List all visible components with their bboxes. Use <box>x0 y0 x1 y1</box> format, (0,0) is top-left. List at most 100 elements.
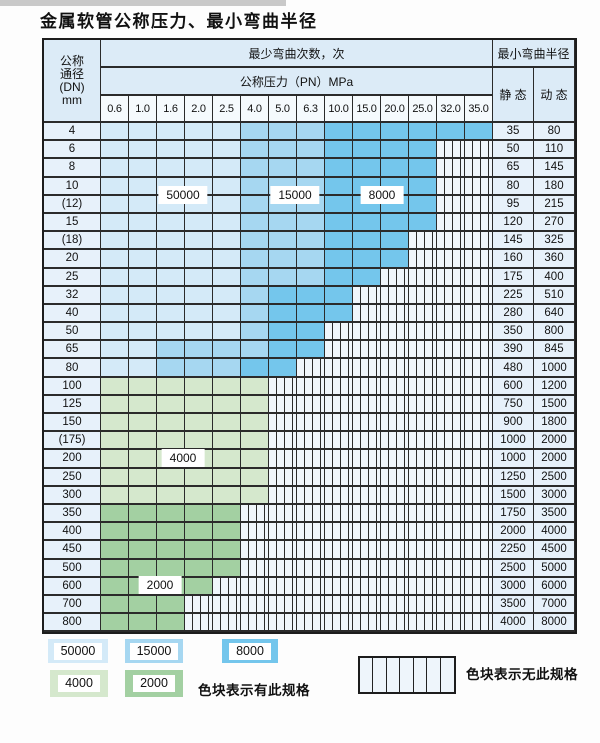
grid-cell-b1 <box>185 304 213 324</box>
dn-cell: (175) <box>44 432 101 451</box>
grid-cell-x <box>297 614 325 633</box>
grid-cell-g2 <box>129 614 157 633</box>
grid-cell-b1 <box>185 232 213 251</box>
grid-cell-x <box>241 559 269 578</box>
grid-cell-b2 <box>241 250 269 269</box>
grid-cell-x <box>297 414 325 433</box>
grid-cell-x <box>437 377 465 396</box>
grid-cell-b3 <box>353 141 381 160</box>
grid-cell-x <box>269 377 297 396</box>
grid-cell-g2 <box>129 504 157 524</box>
grid-cell-x <box>437 359 465 378</box>
grid-cell-b1 <box>129 359 157 378</box>
grid-cell-g2 <box>185 504 213 524</box>
grid-cell-b3 <box>353 123 381 142</box>
grid-cell-x <box>353 323 381 342</box>
dynamic-radius-cell: 2000 <box>534 450 575 469</box>
grid-cell-x <box>185 614 213 633</box>
grid-cell-x <box>409 414 437 433</box>
grid-cell-g2 <box>185 559 213 578</box>
grid-cell-x <box>325 414 353 433</box>
grid-cell-g2 <box>157 523 185 542</box>
grid-cell-b1 <box>213 123 241 142</box>
grid-cell-g1 <box>101 377 129 396</box>
dn-cell: 500 <box>44 559 101 578</box>
grid-cell-g1 <box>213 486 241 505</box>
grid-cell-b1 <box>129 304 157 324</box>
static-radius-cell: 35 <box>493 123 534 142</box>
dn-cell: 4 <box>44 123 101 142</box>
grid-cell-g2 <box>101 614 129 633</box>
grid-cell-b3 <box>381 123 409 142</box>
grid-cell-x <box>465 286 493 305</box>
grid-cell-g1 <box>185 395 213 414</box>
grid-cell-g2 <box>101 577 129 596</box>
grid-cell-g2 <box>213 559 241 578</box>
grid-cell-b2 <box>241 323 269 342</box>
grid-cell-x <box>437 414 465 433</box>
grid-cell-b2 <box>241 304 269 324</box>
grid-cell-x <box>465 414 493 433</box>
static-radius-cell: 280 <box>493 304 534 324</box>
static-radius-cell: 1500 <box>493 486 534 505</box>
grid-cell-g1 <box>213 468 241 487</box>
grid-cell-g1 <box>213 450 241 469</box>
grid-cell-b1 <box>213 323 241 342</box>
grid-cell-g2 <box>157 614 185 633</box>
grid-cell-g1 <box>213 395 241 414</box>
static-radius-cell: 3000 <box>493 577 534 596</box>
static-radius-cell: 350 <box>493 323 534 342</box>
grid-cell-b3 <box>381 141 409 160</box>
dn-cell: 10 <box>44 177 101 196</box>
grid-cell-b3 <box>325 268 353 287</box>
grid-cell-b2 <box>241 195 269 214</box>
grid-cell-x <box>325 341 353 360</box>
grid-cell-x <box>381 577 409 596</box>
grid-cell-x <box>465 468 493 487</box>
grid-cell-b1 <box>157 286 185 305</box>
grid-cell-g1 <box>185 468 213 487</box>
grid-cell-b3 <box>353 250 381 269</box>
grid-cell-x <box>381 286 409 305</box>
grid-cell-x <box>381 486 409 505</box>
grid-cell-b1 <box>129 250 157 269</box>
grid-cell-g1 <box>157 395 185 414</box>
grid-cell-g2 <box>185 577 213 596</box>
grid-cell-x <box>213 595 241 615</box>
static-radius-cell: 160 <box>493 250 534 269</box>
grid-cell-x <box>409 395 437 414</box>
grid-cell-x <box>297 559 325 578</box>
grid-cell-x <box>437 577 465 596</box>
dynamic-radius-cell: 4500 <box>534 541 575 560</box>
grid-cell-b3 <box>353 213 381 233</box>
dynamic-radius-cell: 270 <box>534 213 575 233</box>
dynamic-radius-cell: 4000 <box>534 523 575 542</box>
grid-cell-b2 <box>241 123 269 142</box>
grid-cell-x <box>437 141 465 160</box>
grid-cell-g1 <box>129 486 157 505</box>
grid-cell-g2 <box>185 523 213 542</box>
grid-cell-x <box>325 450 353 469</box>
grid-cell-b1 <box>213 250 241 269</box>
grid-cell-x <box>381 341 409 360</box>
grid-cell-b1 <box>213 177 241 196</box>
grid-cell-x <box>353 432 381 451</box>
dynamic-radius-cell: 1500 <box>534 395 575 414</box>
legend-has-spec-text: 色块表示有此规格 <box>198 683 310 698</box>
dn-cell: (18) <box>44 232 101 251</box>
grid-cell-b2 <box>269 268 297 287</box>
grid-cell-b1 <box>185 323 213 342</box>
grid-cell-x <box>437 323 465 342</box>
grid-cell-b3 <box>437 123 465 142</box>
grid-cell-x <box>381 359 409 378</box>
grid-cell-b2 <box>269 159 297 178</box>
dynamic-radius-cell: 3000 <box>534 486 575 505</box>
static-radius-cell: 1000 <box>493 450 534 469</box>
grid-cell-x <box>465 177 493 196</box>
grid-cell-g1 <box>101 450 129 469</box>
grid-cell-x <box>409 523 437 542</box>
grid-cell-x <box>325 468 353 487</box>
grid-cell-x <box>437 232 465 251</box>
static-radius-cell: 1250 <box>493 468 534 487</box>
legend-swatch-label: 50000 <box>53 642 103 660</box>
